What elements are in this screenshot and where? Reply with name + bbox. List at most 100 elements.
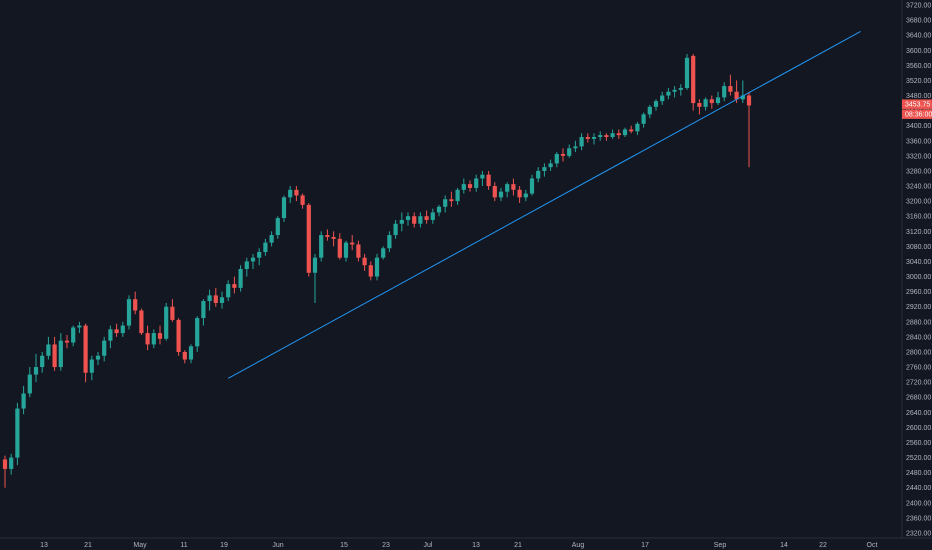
candle-body [498, 191, 504, 198]
candle-body [684, 57, 690, 88]
time-tick-label: 22 [819, 542, 827, 549]
price-axis[interactable]: 3720.00 3680.00 3640.00 3600.00 3560.00 3520.… [906, 3, 931, 538]
candle [195, 316, 200, 352]
candle-body [337, 238, 342, 258]
candle-body [108, 329, 113, 341]
candle [294, 186, 299, 202]
price-tick-label: 2600.00 [906, 425, 931, 432]
candle-body [455, 189, 460, 202]
candle [684, 54, 690, 90]
candle [46, 336, 51, 360]
candle-body [610, 133, 615, 137]
candle [647, 104, 652, 119]
candle-body [492, 186, 497, 198]
price-tick-label: 3240.00 [906, 184, 931, 191]
candle [672, 86, 677, 98]
candle-body [691, 55, 696, 104]
candle [393, 219, 398, 239]
candle [660, 91, 665, 105]
candle [653, 99, 659, 111]
candle [536, 167, 541, 183]
candle [467, 180, 473, 192]
candle [343, 240, 349, 262]
candle-body [672, 89, 677, 92]
time-tick-label: Oct [867, 542, 878, 549]
candle-body [182, 351, 187, 360]
candle [554, 152, 559, 168]
candle-body [33, 367, 39, 375]
candle [629, 125, 634, 134]
candle [746, 91, 752, 168]
candle-body [2, 459, 8, 469]
price-tag-text: 3453.75 [905, 101, 930, 108]
candle [585, 133, 590, 143]
time-tick-label: Sep [714, 542, 727, 549]
candle-body [157, 333, 163, 339]
candle [492, 182, 497, 202]
time-tick-label: 21 [84, 542, 92, 549]
candle-body [678, 87, 683, 90]
candle [641, 112, 646, 128]
candle [548, 159, 553, 171]
candle-body [151, 333, 156, 345]
time-tick-label: 23 [382, 542, 390, 549]
price-tag-bg [902, 99, 932, 109]
candle-body [585, 137, 590, 139]
candle [560, 148, 566, 162]
last-price-tag: 3453.75 [902, 99, 932, 109]
candle [64, 335, 70, 349]
candle [610, 129, 615, 139]
trendline[interactable] [227, 30, 861, 379]
candle-body [145, 333, 150, 345]
candle-body [52, 344, 57, 368]
bar-countdown-tag: 08:36:00 [902, 109, 932, 119]
candle [517, 186, 522, 203]
candle [678, 84, 683, 96]
candle [170, 299, 175, 322]
candle-body [412, 216, 417, 224]
candle [455, 187, 460, 205]
price-tick-label: 2480.00 [906, 470, 931, 477]
candle [591, 133, 597, 145]
candle [219, 291, 225, 309]
time-tick-label: 21 [514, 542, 522, 549]
price-tick-label: 2760.00 [906, 365, 931, 372]
candle [238, 265, 243, 292]
candle-body [306, 204, 311, 273]
candle-body [27, 374, 32, 394]
candle [598, 131, 603, 141]
candle [213, 287, 218, 307]
candle-body [164, 306, 169, 339]
candle-body [523, 193, 528, 198]
candle-body [647, 106, 652, 115]
candle-body [436, 206, 442, 213]
candle-body [424, 216, 429, 220]
candle [114, 323, 119, 337]
candle-body [269, 235, 274, 243]
candle-body [40, 355, 45, 368]
price-tick-label: 2520.00 [906, 455, 931, 462]
candle-body [560, 153, 566, 156]
candle [263, 238, 268, 256]
candle [95, 351, 101, 366]
candle-body [449, 199, 454, 202]
candle-body [474, 178, 479, 188]
candle [387, 231, 392, 253]
candle-body [126, 299, 132, 326]
candle [350, 235, 355, 251]
candle [362, 253, 367, 271]
candle-body [548, 163, 553, 168]
candle-body [281, 197, 287, 219]
time-axis[interactable]: 13 21 May 11 19 Jun 15 23 Jul 13 21 Aug 17 Sep 14 22 Oct [40, 542, 877, 549]
price-tick-label: 3480.00 [906, 93, 931, 100]
candle-body [331, 236, 336, 239]
candle-body [505, 184, 510, 192]
candle-body [195, 318, 200, 347]
candle [89, 355, 94, 381]
price-tick-label: 3080.00 [906, 244, 931, 251]
candle-body [746, 95, 752, 106]
candle-body [58, 340, 63, 368]
candle-body [170, 306, 175, 320]
candle-body [591, 137, 597, 139]
